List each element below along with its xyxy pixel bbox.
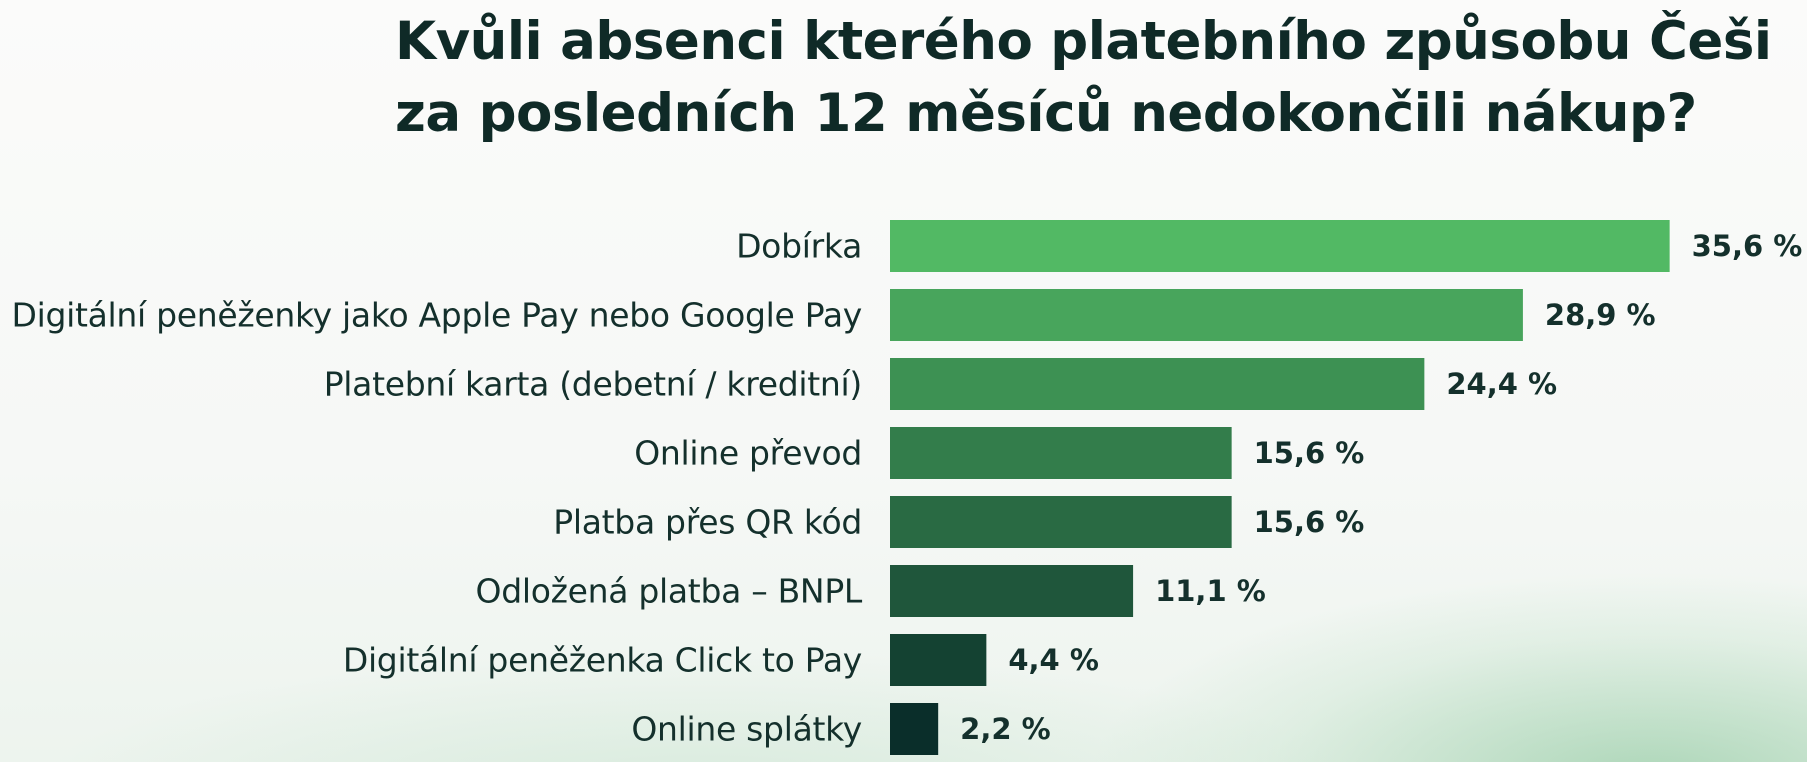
chart-title: Kvůli absenci kterého platebního způsobu… — [395, 6, 1775, 150]
bar — [890, 358, 1425, 410]
bar — [890, 565, 1134, 617]
bar — [890, 496, 1232, 548]
bar — [890, 427, 1232, 479]
data-label: 4,4 % — [1008, 643, 1099, 677]
data-label: 35,6 % — [1692, 229, 1803, 263]
bar — [890, 220, 1670, 272]
chart-title-line-1: Kvůli absenci kterého platebního způsobu… — [395, 11, 1772, 72]
data-label: 11,1 % — [1155, 574, 1266, 608]
data-label: 15,6 % — [1254, 436, 1365, 470]
category-label: Digitální peněženky jako Apple Pay nebo … — [11, 296, 862, 335]
category-label: Dobírka — [736, 227, 862, 266]
category-label: Online splátky — [631, 710, 862, 749]
bar — [890, 703, 939, 755]
category-label: Odložená platba – BNPL — [476, 572, 863, 611]
data-label: 24,4 % — [1446, 367, 1557, 401]
data-label: 15,6 % — [1254, 505, 1365, 539]
bar — [890, 289, 1523, 341]
data-label: 2,2 % — [960, 712, 1051, 746]
category-label: Platební karta (debetní / kreditní) — [324, 365, 862, 404]
bar — [890, 634, 987, 686]
data-label: 28,9 % — [1545, 298, 1656, 332]
category-label: Online převod — [634, 434, 862, 473]
category-label: Digitální peněženka Click to Pay — [343, 641, 862, 680]
chart-title-line-2: za posledních 12 měsíců nedokončili náku… — [395, 83, 1697, 144]
category-label: Platba přes QR kód — [553, 503, 862, 542]
